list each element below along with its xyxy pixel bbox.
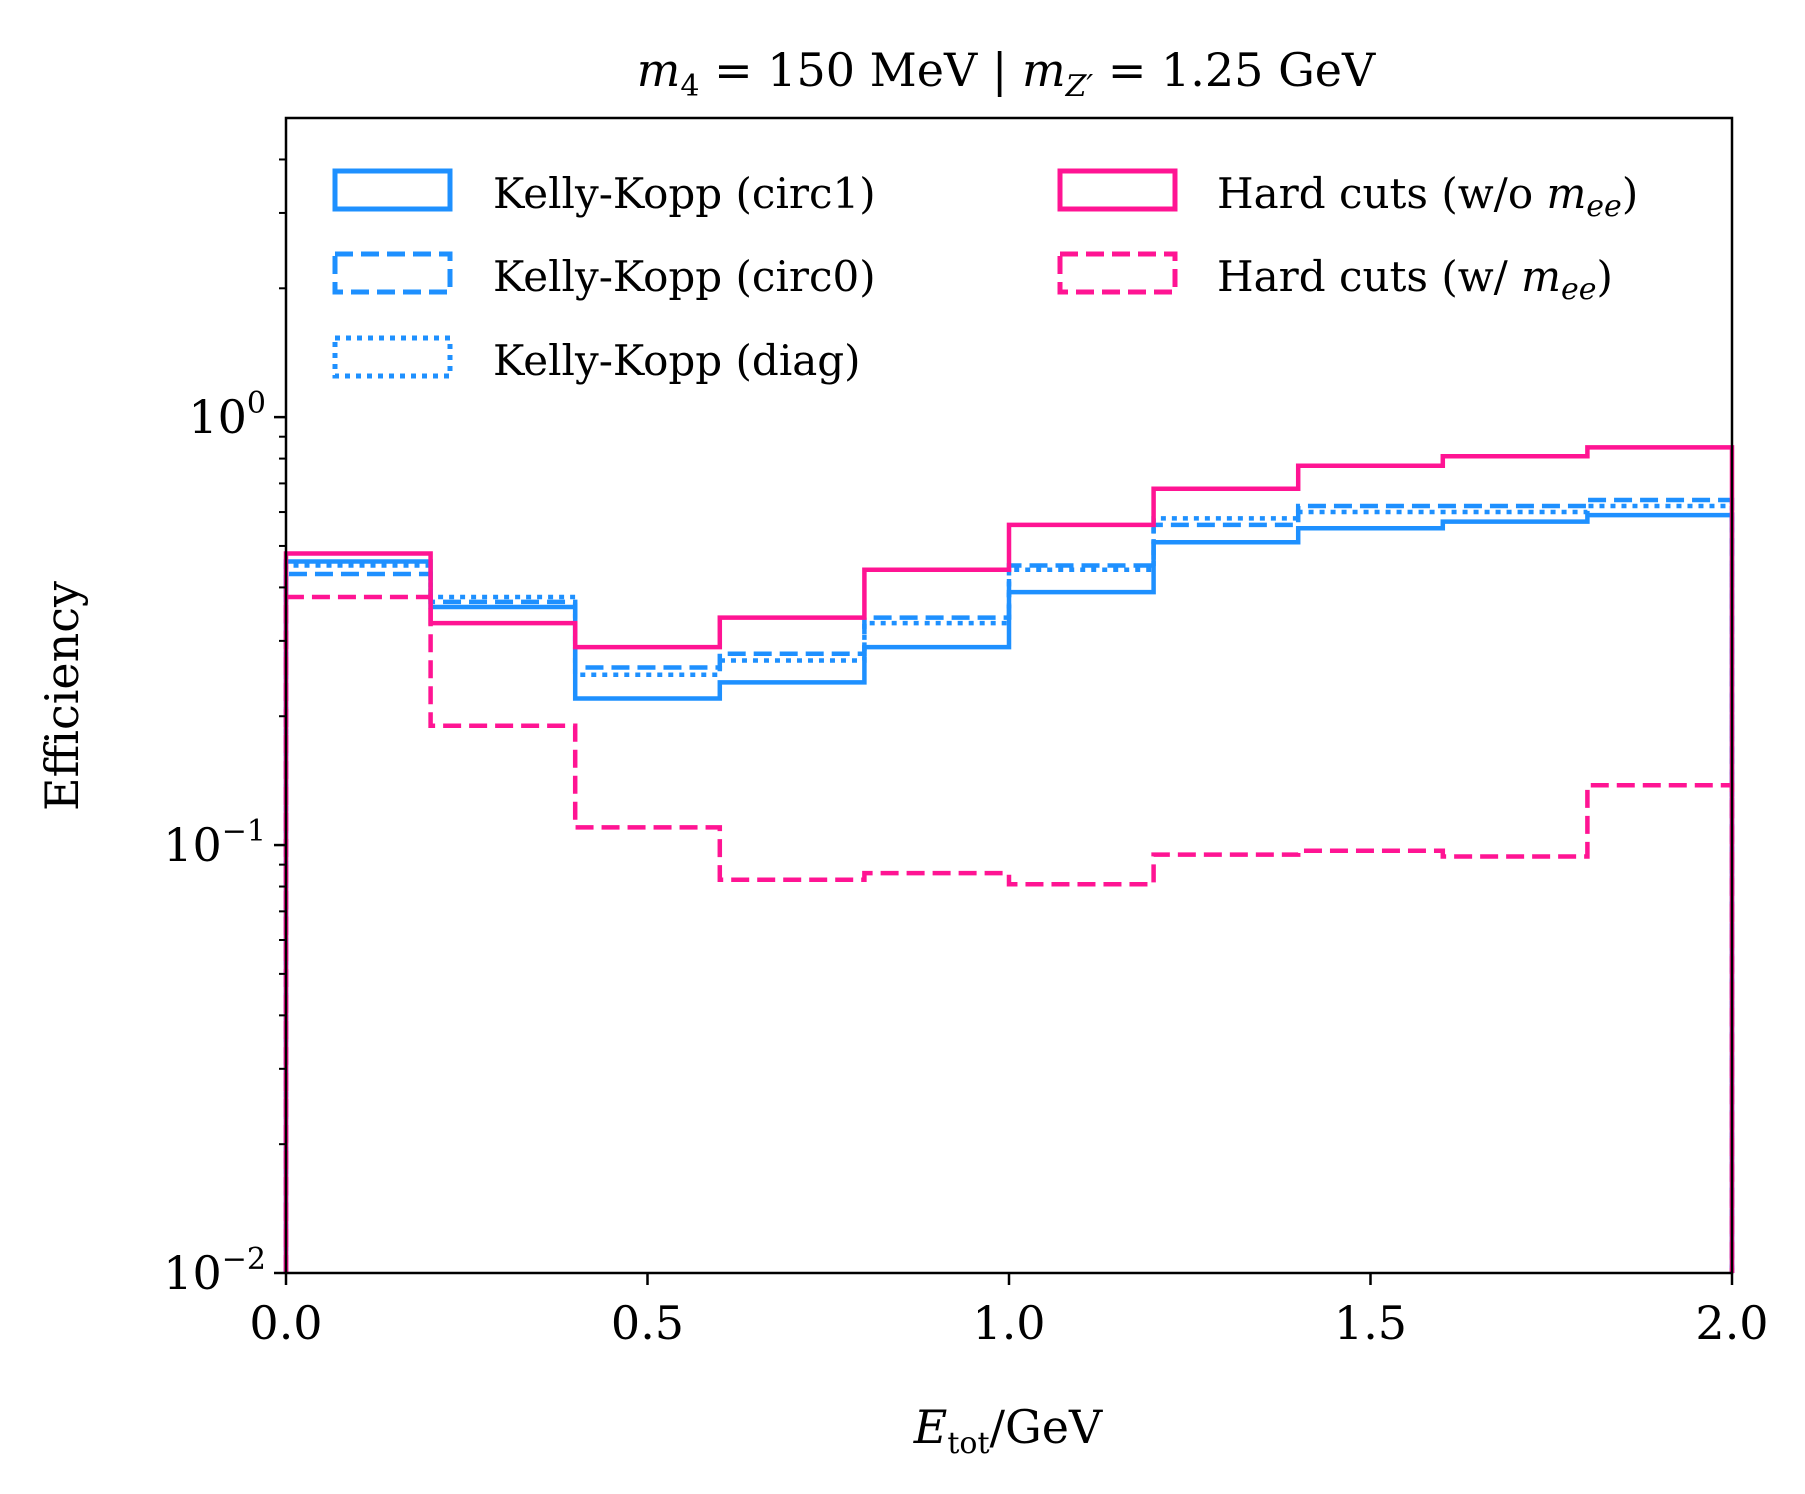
y-tick-label: 10−2 [163,1242,266,1300]
legend: Kelly-Kopp (circ1) Kelly-Kopp (circ0) Ke… [332,168,1638,385]
x-tick-label: 1.5 [1334,1296,1407,1350]
y-tick-label: 10−1 [163,814,266,872]
x-tick-label: 1.0 [972,1296,1045,1350]
y-axis-title: Efficiency [35,581,89,811]
legend-label-circ1: Kelly-Kopp (circ1) [493,169,876,218]
series-line-3 [283,445,1735,1273]
x-tick-label: 0.5 [611,1296,684,1350]
y-tick-label: 100 [188,386,266,444]
legend-swatch-hard-w [1057,251,1178,295]
legend-label-circ0: Kelly-Kopp (circ0) [493,252,876,301]
series-line-4 [283,594,1735,1273]
tick-layer: 0.0 0.5 1.0 1.5 2.0 10−2 10−1 100 [163,158,1769,1350]
x-tick-label: 2.0 [1695,1296,1768,1350]
chart-title: m4 = 150 MeV | mZ′ = 1.25 GeV [637,43,1376,104]
legend-label-diag: Kelly-Kopp (diag) [493,336,861,385]
legend-swatch-hard-wo [1057,168,1178,212]
legend-swatch-diag [332,335,453,379]
x-tick-label: 0.0 [249,1296,322,1350]
series-layer [283,445,1735,1273]
legend-label-hard-wo: Hard cuts (w/o mee) [1217,169,1638,224]
legend-swatch-circ1 [332,168,453,212]
legend-swatch-circ0 [332,251,453,295]
legend-label-hard-w: Hard cuts (w/ mee) [1217,252,1613,307]
x-axis-title: Etot/GeV [913,1400,1103,1461]
